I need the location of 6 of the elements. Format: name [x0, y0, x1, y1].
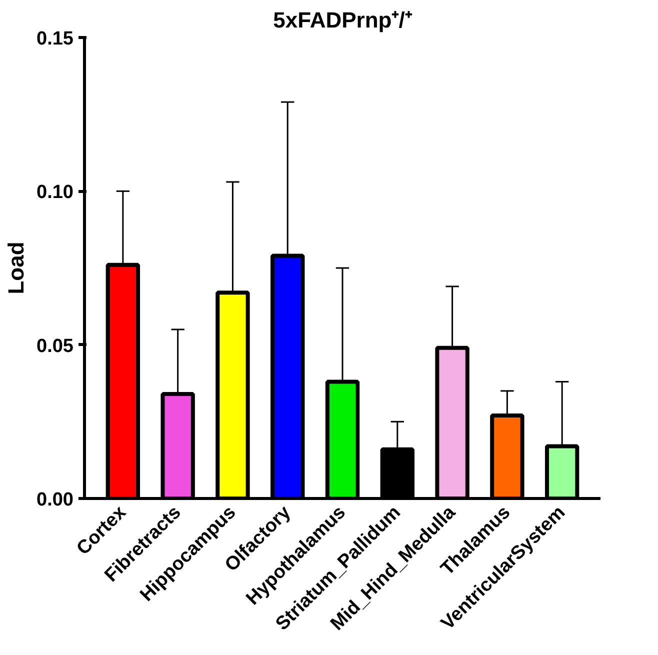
y-axis-title: Load — [4, 242, 29, 294]
y-tick-label: 0.05 — [36, 336, 74, 357]
chart-title: 5xFADPrnp⁺/⁺ — [273, 8, 413, 32]
y-tick-label: 0.10 — [36, 182, 74, 204]
y-tick-label: 0.00 — [36, 490, 74, 510]
y-tick-label: 0.15 — [36, 28, 74, 50]
